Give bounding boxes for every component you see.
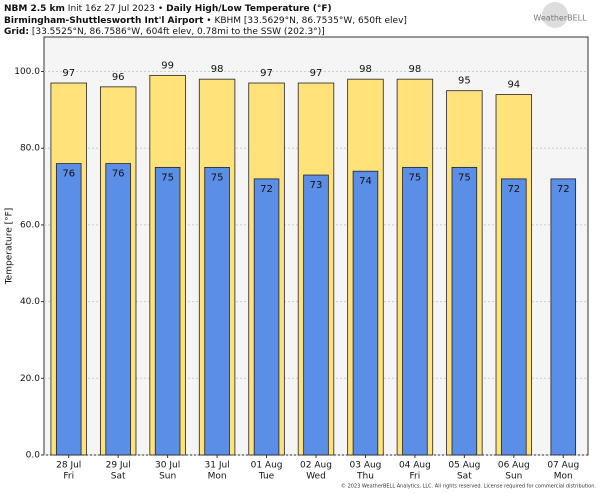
station-info: • KBHM [33.5629°N, 86.7535°W, 650ft elev… <box>206 16 407 26</box>
y-tick-label: 60.0 <box>20 220 40 230</box>
value-label: 76 <box>112 169 125 180</box>
value-label: 75 <box>458 172 471 183</box>
bar <box>501 178 527 456</box>
value-label: 98 <box>211 64 224 75</box>
bar <box>402 166 428 456</box>
x-tick-sublabel: Mon <box>208 472 227 482</box>
bar <box>55 163 82 456</box>
y-tick-label: 80.0 <box>20 144 40 154</box>
x-tick-sublabel: Sat <box>111 472 126 482</box>
x-tick-label: 01 Aug <box>251 461 283 471</box>
value-label: 76 <box>62 169 75 180</box>
bar <box>204 166 230 456</box>
x-tick-sublabel: Fri <box>63 472 74 482</box>
y-tick-label: 40.0 <box>20 297 40 307</box>
header-line-3: Grid: [33.5525°N, 86.7586°W, 604ft elev,… <box>4 27 325 37</box>
separator: • <box>158 4 163 14</box>
logo: WeatherBELL <box>533 14 587 23</box>
y-tick-label: 20.0 <box>20 374 40 384</box>
logo-icon <box>542 2 568 28</box>
footer: © 2023 WeatherBELL Analytics, LLC. All r… <box>341 483 596 490</box>
x-tick-label: 28 Jul <box>56 461 81 471</box>
value-label: 98 <box>409 64 422 75</box>
bar <box>154 166 181 456</box>
value-label: 96 <box>112 72 125 83</box>
value-label: 97 <box>260 68 273 79</box>
x-tick-sublabel: Sat <box>457 472 472 482</box>
y-tick-label: 0.0 <box>26 451 41 461</box>
x-tick-sublabel: Thu <box>356 472 374 482</box>
bar <box>105 163 131 456</box>
bar <box>253 178 280 456</box>
x-tick-sublabel: Mon <box>554 472 573 482</box>
header-line-1: NBM 2.5 km Init 16z 27 Jul 2023 • Daily … <box>4 4 332 14</box>
y-axis-label: Temperature [°F] <box>5 208 15 286</box>
value-label: 73 <box>310 180 323 191</box>
grid-info: [33.5525°N, 86.7586°W, 604ft elev, 0.78m… <box>32 27 325 37</box>
x-tick-sublabel: Sun <box>505 472 522 482</box>
grid-label: Grid: <box>4 27 29 37</box>
value-label: 72 <box>260 184 273 195</box>
bar <box>303 174 329 456</box>
x-tick-sublabel: Sun <box>159 472 176 482</box>
value-label: 75 <box>161 172 174 183</box>
x-tick-sublabel: Fri <box>410 472 421 482</box>
x-tick-label: 03 Aug <box>350 461 382 471</box>
x-tick-label: 31 Jul <box>205 461 230 471</box>
x-tick-label: 30 Jul <box>155 461 180 471</box>
station: Birmingham-Shuttlesworth Int'l Airport <box>4 16 204 26</box>
y-tick-label: 100.0 <box>14 67 40 77</box>
model: NBM 2.5 km <box>4 4 65 14</box>
init: Init 16z 27 Jul 2023 <box>68 4 155 14</box>
x-tick-sublabel: Wed <box>306 472 326 482</box>
x-tick-sublabel: Tue <box>258 472 275 482</box>
value-label: 97 <box>310 68 323 79</box>
x-tick-label: 07 Aug <box>547 461 579 471</box>
x-tick-label: 04 Aug <box>399 461 431 471</box>
bar <box>550 178 577 456</box>
x-tick-label: 06 Aug <box>498 461 530 471</box>
x-tick-label: 29 Jul <box>106 461 131 471</box>
header-line-2: Birmingham-Shuttlesworth Int'l Airport •… <box>4 16 407 26</box>
value-label: 95 <box>458 76 471 87</box>
value-label: 72 <box>507 184 520 195</box>
product: Daily High/Low Temperature (°F) <box>166 4 332 14</box>
x-tick-label: 02 Aug <box>300 461 332 471</box>
value-label: 75 <box>211 172 224 183</box>
bar <box>451 166 478 456</box>
value-label: 97 <box>62 68 75 79</box>
x-tick-label: 05 Aug <box>448 461 480 471</box>
value-label: 72 <box>557 184 570 195</box>
value-label: 74 <box>359 176 372 187</box>
value-label: 98 <box>359 64 372 75</box>
bar <box>352 170 379 456</box>
value-label: 75 <box>409 172 422 183</box>
value-label: 94 <box>507 80 520 91</box>
value-label: 99 <box>161 60 174 71</box>
